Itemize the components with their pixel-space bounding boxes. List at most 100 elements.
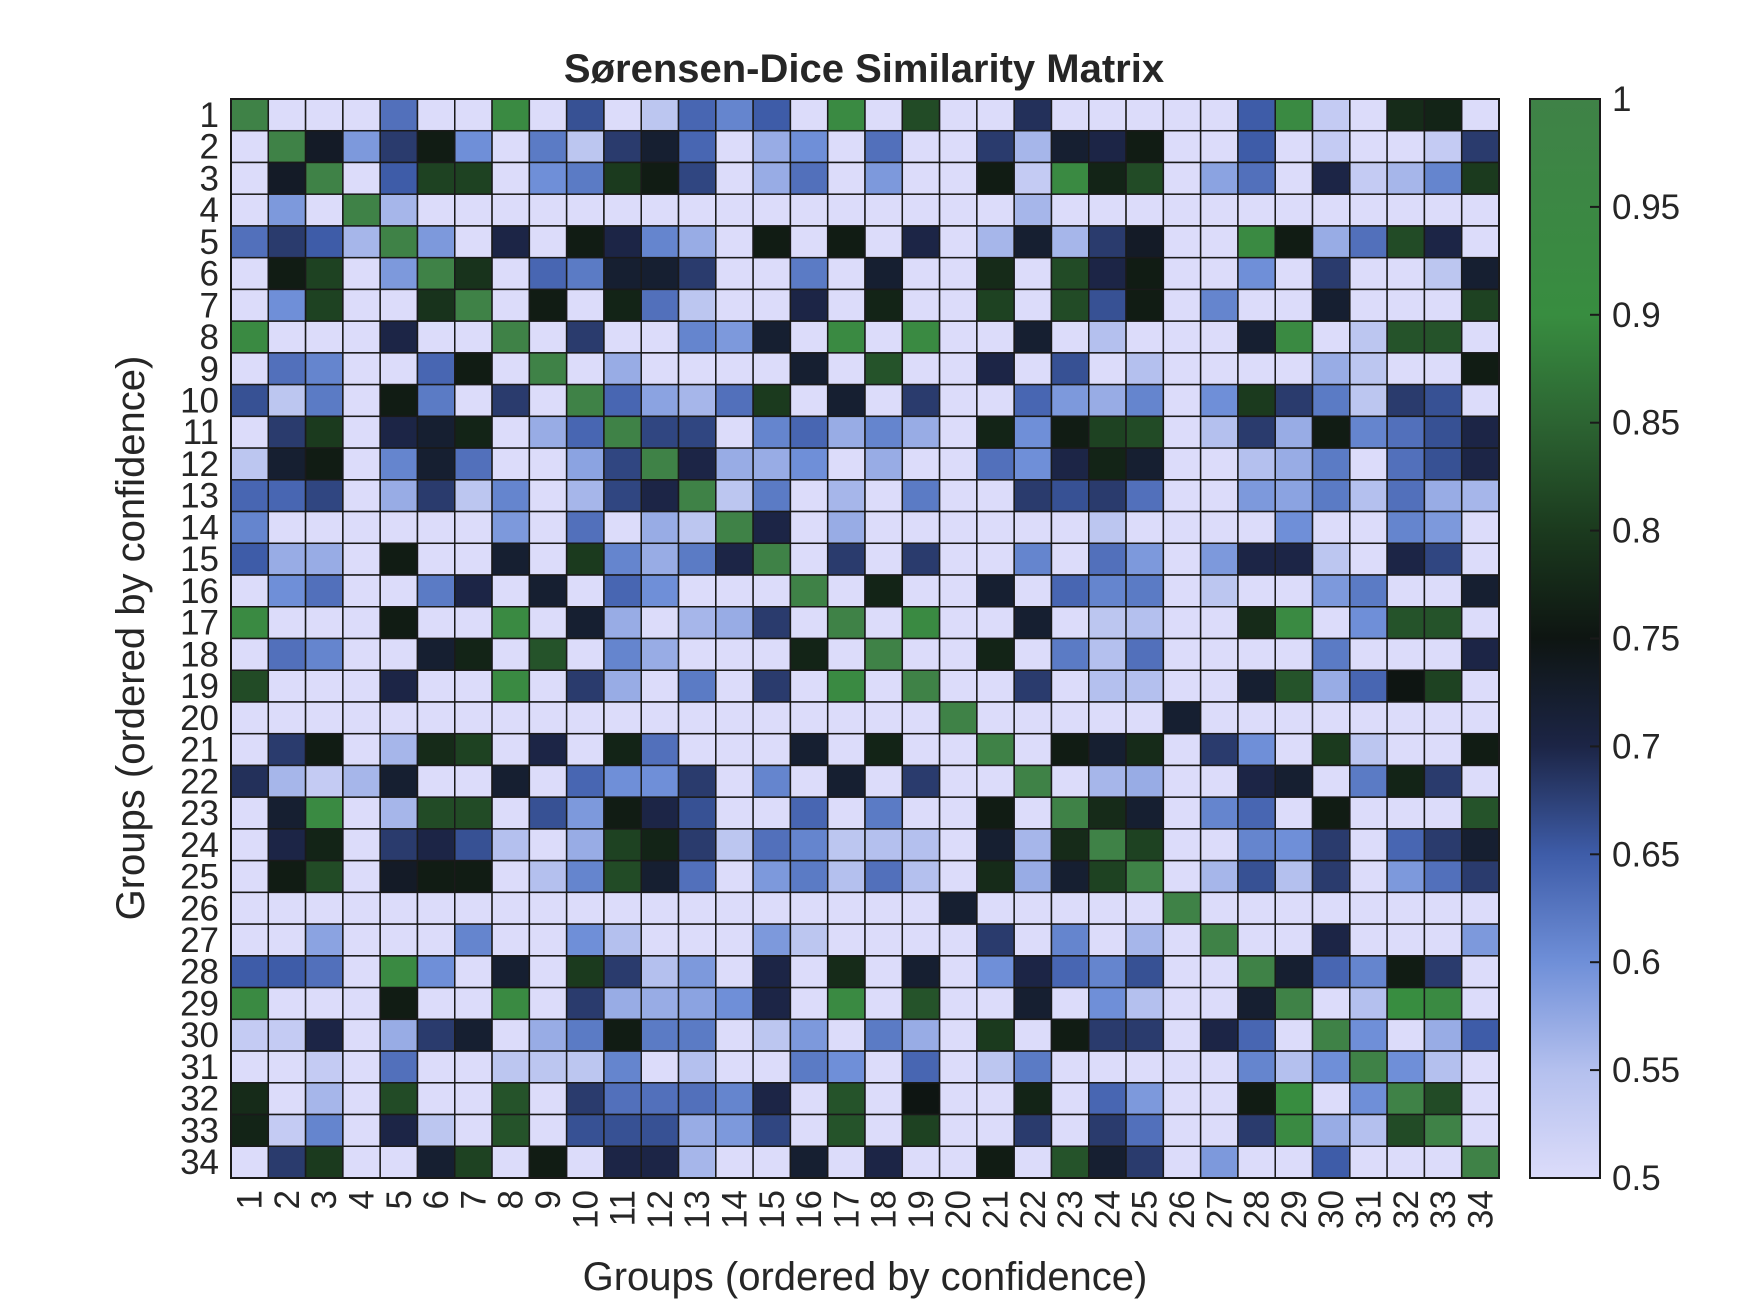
heatmap-cell xyxy=(1460,1113,1500,1148)
heatmap-cell xyxy=(901,1145,941,1179)
heatmap-cell xyxy=(1311,732,1351,767)
heatmap-cell xyxy=(491,701,531,735)
heatmap-cell xyxy=(826,479,866,513)
heatmap-cell xyxy=(491,256,531,291)
heatmap-cell xyxy=(938,542,978,576)
heatmap-cell xyxy=(1386,98,1426,132)
heatmap-cell xyxy=(976,669,1015,703)
heatmap-cell xyxy=(267,320,307,354)
heatmap-cell xyxy=(789,732,829,767)
heatmap-cell xyxy=(342,1145,381,1179)
heatmap-cell xyxy=(826,447,866,481)
heatmap-cell xyxy=(230,606,270,640)
x-tick-label: 5 xyxy=(380,1190,419,1209)
heatmap-cell xyxy=(1386,986,1426,1021)
heatmap-cell xyxy=(640,796,680,830)
y-tick-label: 9 xyxy=(200,350,219,389)
heatmap-cell xyxy=(342,415,381,449)
heatmap-cell xyxy=(640,606,680,640)
heatmap-cell xyxy=(826,637,866,671)
heatmap-cell xyxy=(1088,383,1127,418)
heatmap-cell xyxy=(267,859,307,894)
heatmap-cell xyxy=(379,1145,419,1179)
heatmap-cell xyxy=(901,764,941,798)
heatmap-cell xyxy=(938,479,978,513)
y-tick-label: 5 xyxy=(200,223,219,262)
heatmap-cell xyxy=(677,161,717,195)
heatmap-cell xyxy=(715,828,754,862)
heatmap-cell xyxy=(1162,637,1202,671)
heatmap-cell xyxy=(379,637,419,671)
heatmap-cell xyxy=(603,129,642,164)
heatmap-cell xyxy=(752,542,792,576)
heatmap-cell xyxy=(491,288,531,322)
heatmap-cell xyxy=(491,891,531,925)
heatmap-cell xyxy=(1088,828,1127,862)
heatmap-cell xyxy=(789,828,829,862)
heatmap-cell xyxy=(267,193,307,227)
heatmap-cell xyxy=(230,1113,270,1148)
heatmap-cell xyxy=(1125,288,1165,322)
y-tick-label: 4 xyxy=(200,191,219,230)
heatmap-cell xyxy=(640,955,680,989)
heatmap-cell xyxy=(1311,859,1351,894)
heatmap-cell xyxy=(677,606,717,640)
heatmap-cell xyxy=(1013,891,1053,925)
heatmap-cell xyxy=(901,383,941,418)
heatmap-cell xyxy=(826,828,866,862)
heatmap-cell xyxy=(1050,352,1090,386)
heatmap-cell xyxy=(864,732,904,767)
heatmap-cell xyxy=(1125,256,1165,291)
heatmap-cell xyxy=(938,193,978,227)
heatmap-cell xyxy=(1125,637,1165,671)
heatmap-cell xyxy=(677,859,717,894)
heatmap-cell xyxy=(267,637,307,671)
y-tick-label: 3 xyxy=(200,159,219,198)
heatmap-cell xyxy=(1088,320,1127,354)
heatmap-cell xyxy=(491,1145,531,1179)
heatmap-cell xyxy=(603,986,642,1021)
heatmap-cell xyxy=(342,955,381,989)
heatmap-cell xyxy=(379,129,419,164)
heatmap-cell xyxy=(1460,1082,1500,1116)
heatmap-cell xyxy=(1050,161,1090,195)
heatmap-cell xyxy=(230,574,270,608)
heatmap-cell xyxy=(901,288,941,322)
heatmap-cell xyxy=(1013,1018,1053,1052)
heatmap-cell xyxy=(1460,891,1500,925)
heatmap-cell xyxy=(565,1113,605,1148)
heatmap-cell xyxy=(1311,320,1351,354)
heatmap-cell xyxy=(1423,796,1463,830)
heatmap-cell xyxy=(1199,606,1239,640)
heatmap-cell xyxy=(1199,1113,1239,1148)
heatmap-cell xyxy=(1423,129,1463,164)
heatmap-cell xyxy=(1237,288,1276,322)
heatmap-cell xyxy=(715,352,754,386)
heatmap-cell xyxy=(379,828,419,862)
heatmap-cell xyxy=(1311,256,1351,291)
heatmap-cell xyxy=(454,479,493,513)
heatmap-cell xyxy=(976,859,1015,894)
heatmap-cell xyxy=(1311,828,1351,862)
heatmap-cell xyxy=(789,796,829,830)
heatmap-cell xyxy=(565,796,605,830)
heatmap-cell xyxy=(1311,288,1351,322)
heatmap-cell xyxy=(1460,1050,1500,1084)
heatmap-cell xyxy=(1460,669,1500,703)
heatmap-cell xyxy=(1050,1145,1090,1179)
x-tick-label: 19 xyxy=(902,1190,941,1229)
heatmap-cell xyxy=(491,732,531,767)
heatmap-cell xyxy=(528,891,568,925)
heatmap-cell xyxy=(976,606,1015,640)
heatmap-cell xyxy=(267,955,307,989)
heatmap-cell xyxy=(1162,447,1202,481)
heatmap-cell xyxy=(1311,637,1351,671)
heatmap-cell xyxy=(1349,1113,1388,1148)
heatmap-cell xyxy=(752,669,792,703)
heatmap-cell xyxy=(1162,1113,1202,1148)
heatmap-cell xyxy=(565,1082,605,1116)
heatmap-cell xyxy=(1274,955,1314,989)
colorbar-tick-label: 0.7 xyxy=(1612,727,1661,766)
y-tick-label: 2 xyxy=(200,128,219,167)
heatmap-cell xyxy=(1013,161,1053,195)
